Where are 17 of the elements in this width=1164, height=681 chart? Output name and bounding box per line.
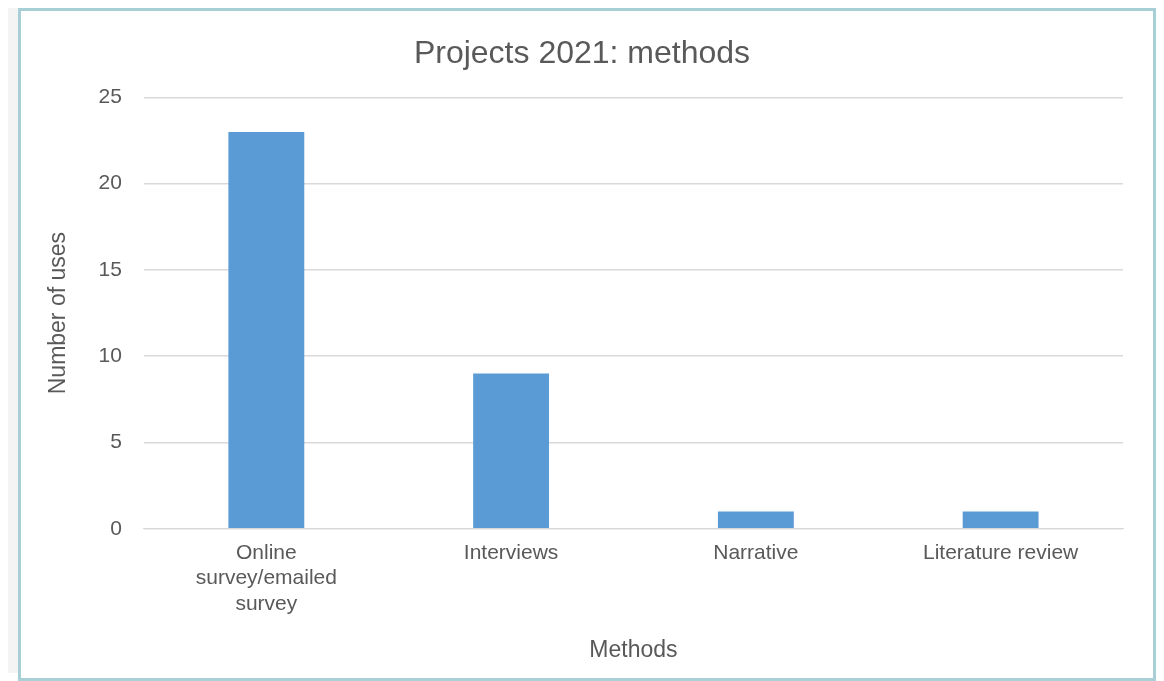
y-tick-label: 20 — [98, 170, 122, 194]
x-tick-label: Narrative — [713, 540, 799, 564]
y-axis-title: Number of uses — [44, 231, 71, 395]
bar — [962, 511, 1039, 529]
x-tick-label: Online survey/emailed survey — [195, 540, 337, 614]
y-tick-label: 5 — [110, 429, 122, 453]
y-tick-label: 25 — [98, 84, 122, 108]
y-tick-label: 15 — [98, 256, 122, 280]
chart-title: Projects 2021: methods — [413, 34, 751, 71]
bar — [228, 131, 305, 529]
y-tick-label: 10 — [98, 343, 122, 367]
bar — [473, 373, 550, 529]
x-tick-label: Literature review — [923, 540, 1080, 564]
bar — [717, 511, 794, 529]
y-tick-label: 0 — [110, 515, 122, 539]
x-axis-title: Methods — [589, 635, 678, 662]
x-tick-label: Interviews — [463, 540, 559, 564]
